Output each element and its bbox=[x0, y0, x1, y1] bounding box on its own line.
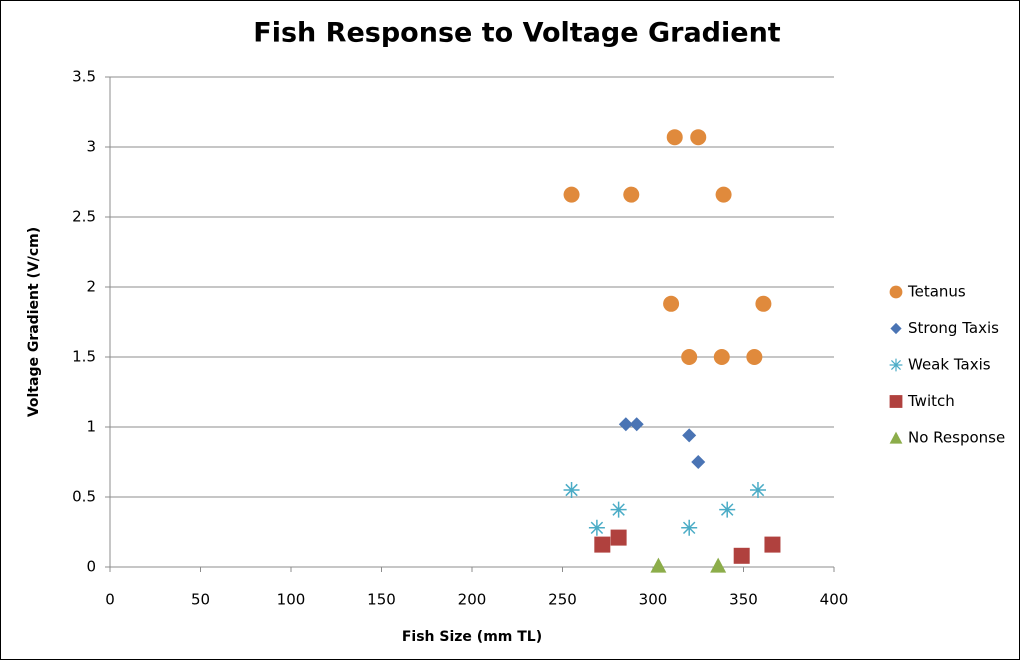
point bbox=[588, 519, 605, 536]
point bbox=[682, 428, 697, 443]
legend-label: Strong Taxis bbox=[908, 319, 999, 337]
point bbox=[719, 501, 736, 518]
y-tick-label: 3 bbox=[86, 138, 96, 156]
point bbox=[713, 349, 730, 365]
point bbox=[746, 349, 763, 365]
x-tick-label: 400 bbox=[820, 591, 849, 609]
point bbox=[610, 501, 627, 518]
point bbox=[629, 417, 644, 432]
legend-marker bbox=[889, 395, 903, 408]
legend-label: Tetanus bbox=[907, 283, 966, 301]
point bbox=[663, 295, 680, 312]
point bbox=[563, 186, 580, 203]
x-tick-label: 150 bbox=[367, 591, 396, 609]
x-tick-label: 50 bbox=[191, 591, 210, 609]
x-tick-label: 250 bbox=[548, 591, 577, 609]
point bbox=[681, 349, 698, 365]
point bbox=[691, 455, 706, 469]
point bbox=[764, 536, 781, 553]
y-tick-label: 3.5 bbox=[72, 68, 96, 86]
x-tick-label: 350 bbox=[729, 591, 758, 609]
point bbox=[666, 129, 683, 146]
chart-title: Fish Response to Voltage Gradient bbox=[253, 18, 781, 49]
x-tick-label: 100 bbox=[277, 591, 306, 609]
point bbox=[733, 547, 750, 564]
y-tick-label: 2 bbox=[86, 278, 96, 296]
point bbox=[681, 519, 698, 536]
y-tick-label: 1 bbox=[86, 418, 96, 436]
x-axis-title: Fish Size (mm TL) bbox=[402, 629, 542, 645]
legend-label: No Response bbox=[908, 429, 1005, 447]
point bbox=[618, 417, 633, 432]
point bbox=[594, 536, 611, 553]
x-tick-label: 0 bbox=[105, 591, 115, 609]
point bbox=[755, 295, 772, 312]
point bbox=[650, 557, 667, 573]
x-tick-label: 300 bbox=[639, 591, 668, 609]
y-axis-title: Voltage Gradient (V/cm) bbox=[26, 227, 42, 417]
point bbox=[623, 186, 640, 203]
point bbox=[610, 529, 627, 546]
legend-marker bbox=[889, 358, 903, 372]
y-tick-label: 0.5 bbox=[72, 488, 96, 506]
y-tick-label: 1.5 bbox=[72, 348, 96, 366]
point bbox=[710, 557, 727, 573]
point bbox=[563, 482, 580, 498]
legend-marker bbox=[889, 285, 903, 299]
legend-label: Twitch bbox=[907, 392, 955, 410]
point bbox=[690, 129, 707, 146]
x-tick-label: 200 bbox=[458, 591, 487, 609]
legend-marker bbox=[889, 431, 903, 444]
point bbox=[749, 482, 766, 498]
legend-label: Weak Taxis bbox=[908, 356, 991, 374]
y-tick-label: 0 bbox=[86, 558, 96, 576]
point bbox=[715, 186, 732, 203]
y-tick-label: 2.5 bbox=[72, 208, 96, 226]
